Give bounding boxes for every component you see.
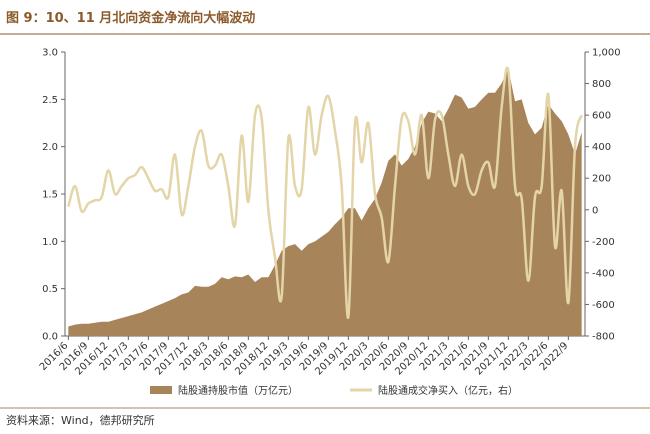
area	[68, 69, 582, 336]
chart-title: 图 9：10、11 月北向资金净流向大幅波动	[6, 10, 255, 26]
legend-label: 陆股通成交净买入（亿元，右）	[378, 384, 518, 397]
line	[67, 66, 583, 319]
y2-tick-label: 400	[592, 142, 611, 153]
y2-tick-label: -600	[592, 300, 615, 311]
y-tick-label: 1.5	[42, 190, 58, 201]
y2-tick-label: -200	[592, 237, 615, 248]
y2-tick-label: 800	[592, 79, 611, 90]
y-tick-label: 3.0	[42, 48, 58, 59]
legend-swatch	[150, 386, 172, 394]
y2-tick-label: 1,000	[592, 48, 621, 59]
y-tick-label: 2.5	[42, 95, 58, 106]
y2-tick-label: 200	[592, 174, 611, 185]
y2-tick-label: -400	[592, 268, 615, 279]
y-tick-label: 1.0	[42, 237, 58, 248]
source: 资料来源：Wind，德邦研究所	[6, 413, 155, 427]
y-tick-label: 2.0	[42, 142, 58, 153]
y-tick-label: 0.5	[42, 284, 58, 295]
y2-tick-label: 600	[592, 111, 611, 122]
y2-tick-label: 0	[592, 205, 598, 216]
legend-label: 陆股通持股市值（万亿元）	[178, 384, 298, 397]
y-tick-label: 0.0	[42, 332, 58, 343]
y2-tick-label: -800	[592, 332, 615, 343]
